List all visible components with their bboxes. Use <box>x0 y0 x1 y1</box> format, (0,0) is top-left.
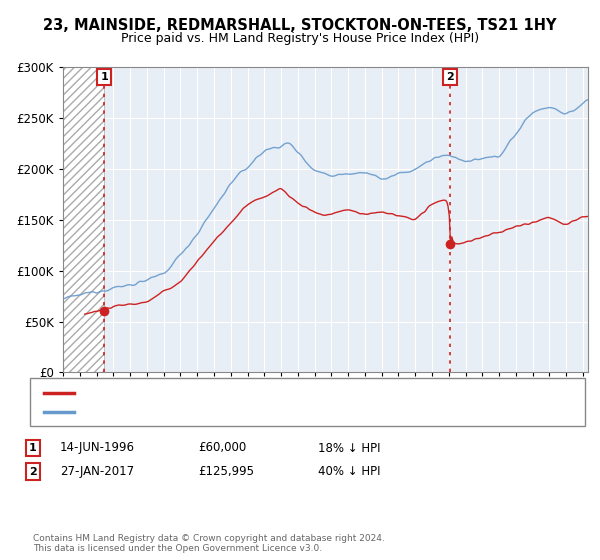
Text: Contains HM Land Registry data © Crown copyright and database right 2024.
This d: Contains HM Land Registry data © Crown c… <box>33 534 385 553</box>
Text: £125,995: £125,995 <box>198 465 254 478</box>
Text: 40% ↓ HPI: 40% ↓ HPI <box>318 465 380 478</box>
Text: 14-JUN-1996: 14-JUN-1996 <box>60 441 135 455</box>
Text: 1: 1 <box>100 72 108 82</box>
Text: 23, MAINSIDE, REDMARSHALL, STOCKTON-ON-TEES, TS21 1HY: 23, MAINSIDE, REDMARSHALL, STOCKTON-ON-T… <box>43 18 557 34</box>
Text: 23, MAINSIDE, REDMARSHALL, STOCKTON-ON-TEES, TS21 1HY (detached house): 23, MAINSIDE, REDMARSHALL, STOCKTON-ON-T… <box>80 388 499 398</box>
Bar <box>63 67 104 372</box>
Text: 2: 2 <box>29 466 37 477</box>
Text: 18% ↓ HPI: 18% ↓ HPI <box>318 441 380 455</box>
Text: 1: 1 <box>29 443 37 453</box>
Text: 27-JAN-2017: 27-JAN-2017 <box>60 465 134 478</box>
Text: Price paid vs. HM Land Registry's House Price Index (HPI): Price paid vs. HM Land Registry's House … <box>121 32 479 45</box>
Text: HPI: Average price, detached house, Stockton-on-Tees: HPI: Average price, detached house, Stoc… <box>80 407 361 417</box>
Text: £60,000: £60,000 <box>198 441 246 455</box>
Text: 2: 2 <box>446 72 454 82</box>
